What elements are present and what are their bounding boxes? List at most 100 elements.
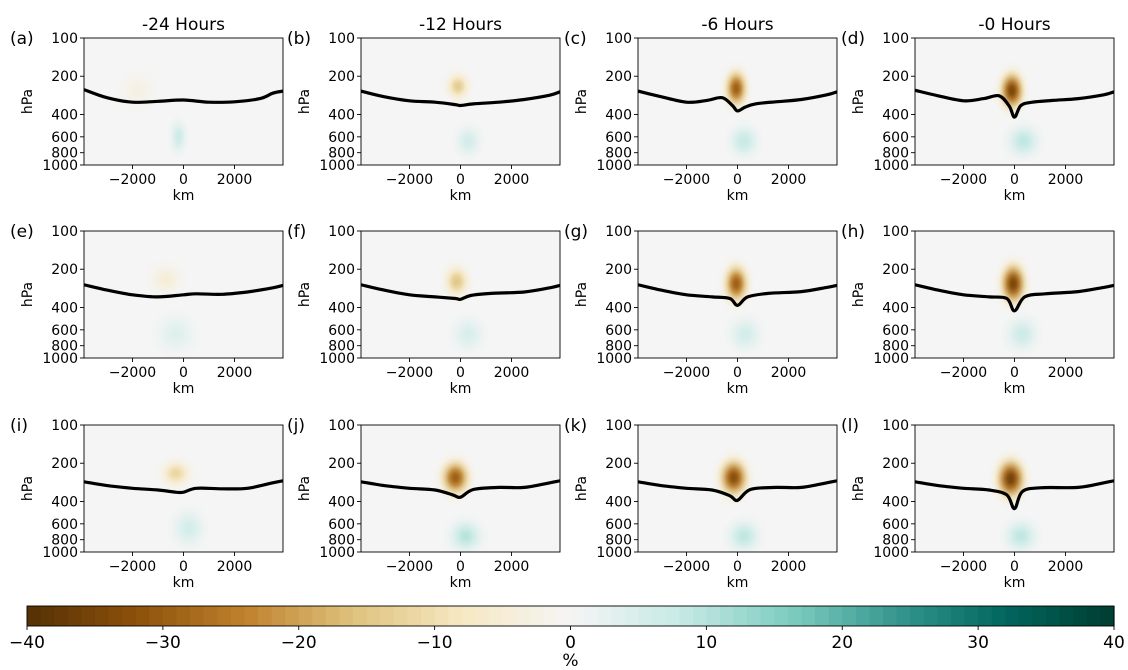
- anomaly-blob: [440, 65, 476, 108]
- colorbar-segment: [244, 606, 259, 626]
- y-tick-label: 200: [328, 456, 355, 472]
- y-tick-label: 400: [882, 494, 909, 510]
- y-axis-label: hPa: [20, 89, 36, 114]
- x-tick-label: −2000: [940, 172, 987, 188]
- colorbar-segment: [896, 606, 911, 626]
- tropopause-line: [84, 283, 283, 299]
- colorbar-segment: [448, 606, 463, 626]
- panel-title: -24 Hours: [142, 15, 225, 35]
- x-tick-label: −2000: [940, 365, 987, 381]
- x-tick-label: 0: [1010, 365, 1019, 381]
- colorbar-tick-label: 0: [565, 633, 576, 653]
- y-tick-label: 200: [51, 262, 78, 278]
- y-tick-label: 600: [51, 130, 78, 146]
- y-tick-label: 1000: [42, 351, 78, 367]
- y-tick-label: 1000: [596, 545, 632, 561]
- colorbar-segment: [67, 606, 82, 626]
- anomaly-blob: [165, 110, 192, 163]
- y-tick-label: 600: [882, 517, 909, 533]
- x-tick-label: 0: [456, 365, 465, 381]
- y-tick-label: 100: [51, 31, 78, 47]
- tropopause-line: [361, 479, 560, 500]
- tropopause-line: [638, 89, 837, 113]
- colorbar-segment: [162, 606, 178, 626]
- x-tick-label: 0: [456, 559, 465, 575]
- y-tick-label: 600: [51, 323, 78, 339]
- x-tick-label: 2000: [771, 365, 807, 381]
- y-tick-label: 200: [51, 69, 78, 85]
- colorbar-segment: [135, 606, 150, 626]
- tropopause-line: [915, 479, 1114, 511]
- y-tick-label: 400: [51, 107, 78, 123]
- colorbar-segment: [1100, 606, 1115, 626]
- colorbar-segment: [991, 606, 1006, 626]
- x-tick-label: −2000: [663, 365, 710, 381]
- panel-letter: (d): [841, 29, 865, 49]
- panels-layer: −2000 0 20001002004006008001000kmhPa(a)-24…: [10, 15, 1115, 591]
- anomaly-blob: [442, 306, 494, 358]
- colorbar-segment: [842, 606, 857, 626]
- y-tick-label: 200: [882, 456, 909, 472]
- colorbar-segment: [488, 606, 504, 626]
- panel-letter: (l): [841, 416, 859, 436]
- panel-letter: (h): [841, 222, 865, 242]
- y-tick-label: 1000: [42, 545, 78, 561]
- x-axis-label: km: [450, 381, 472, 397]
- colorbar-segment: [747, 606, 762, 626]
- colorbar-segment: [964, 606, 979, 626]
- x-axis-label: km: [1004, 381, 1026, 397]
- colorbar-segment: [652, 606, 667, 626]
- colorbar-segment: [203, 606, 218, 626]
- y-tick-label: 200: [605, 262, 632, 278]
- x-tick-label: 2000: [494, 559, 530, 575]
- y-axis-label: hPa: [851, 476, 867, 501]
- y-tick-label: 1000: [319, 158, 355, 174]
- tropopause-line: [638, 283, 837, 307]
- colorbar-segment: [325, 606, 341, 626]
- anomaly-blob: [719, 306, 771, 358]
- colorbar-segment: [366, 606, 381, 626]
- y-axis-label: hPa: [20, 476, 36, 501]
- colorbar-segment: [787, 606, 803, 626]
- y-tick-label: 800: [51, 339, 78, 355]
- colorbar-segment: [855, 606, 871, 626]
- colorbar-segment: [298, 606, 313, 626]
- anomaly-blob: [996, 306, 1048, 358]
- y-tick-label: 400: [882, 107, 909, 123]
- anomaly-field: [987, 446, 1047, 552]
- colorbar-segment: [529, 606, 544, 626]
- colorbar-tick-label: −20: [281, 633, 317, 653]
- x-tick-label: 0: [733, 559, 742, 575]
- x-tick-label: 0: [1010, 559, 1019, 575]
- colorbar-segment: [570, 606, 585, 626]
- anomaly-blob: [992, 251, 1034, 317]
- colorbar-segment: [978, 606, 993, 626]
- panel-letter: (f): [287, 222, 306, 242]
- x-tick-label: 0: [456, 172, 465, 188]
- colorbar-segment: [719, 606, 735, 626]
- y-tick-label: 400: [328, 300, 355, 316]
- colorbar-segment: [108, 606, 123, 626]
- anomaly-blob: [145, 302, 207, 358]
- y-tick-label: 600: [328, 517, 355, 533]
- x-tick-label: −2000: [386, 365, 433, 381]
- y-axis-label: hPa: [851, 89, 867, 114]
- anomaly-field: [112, 64, 192, 163]
- y-tick-label: 1000: [42, 158, 78, 174]
- x-tick-label: −2000: [109, 559, 156, 575]
- colorbar-segment: [1046, 606, 1061, 626]
- x-tick-label: −2000: [386, 172, 433, 188]
- colorbar-segment: [801, 606, 816, 626]
- x-tick-label: 2000: [1048, 365, 1084, 381]
- colorbar-segment: [380, 606, 395, 626]
- y-tick-label: 800: [605, 339, 632, 355]
- y-axis-label: hPa: [574, 89, 590, 114]
- y-tick-label: 100: [328, 418, 355, 434]
- colorbar-segment: [502, 606, 517, 626]
